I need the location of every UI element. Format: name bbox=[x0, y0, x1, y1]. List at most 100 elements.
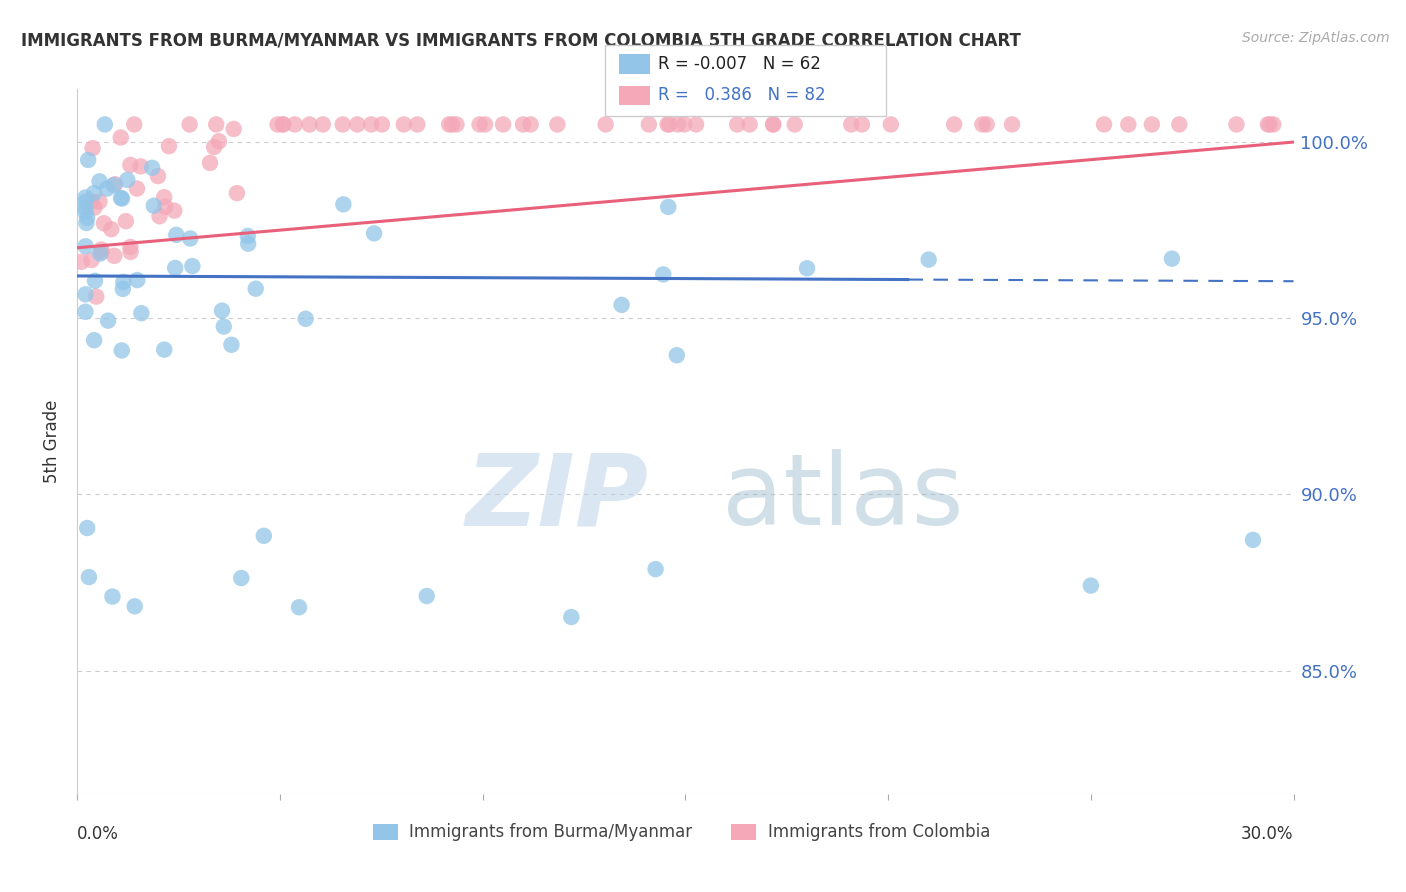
Point bbox=[75, 216, 97, 230]
Point bbox=[943, 117, 966, 131]
Point bbox=[638, 117, 661, 131]
Point bbox=[976, 117, 998, 131]
Point bbox=[1080, 578, 1102, 592]
Point bbox=[76, 211, 98, 225]
Point bbox=[89, 246, 111, 260]
Point bbox=[610, 298, 633, 312]
Point bbox=[179, 117, 201, 131]
Point bbox=[595, 117, 617, 131]
Point bbox=[666, 117, 689, 131]
Point bbox=[80, 253, 103, 268]
Point bbox=[125, 181, 148, 195]
Text: ZIP: ZIP bbox=[465, 450, 650, 547]
Point bbox=[371, 117, 394, 131]
Point bbox=[332, 117, 354, 131]
Point bbox=[294, 311, 316, 326]
Point bbox=[96, 182, 118, 196]
Y-axis label: 5th Grade: 5th Grade bbox=[44, 400, 62, 483]
Point bbox=[155, 200, 177, 214]
Point bbox=[1001, 117, 1024, 131]
Point bbox=[77, 570, 100, 584]
Point bbox=[202, 140, 225, 154]
Point bbox=[1263, 117, 1285, 131]
Point bbox=[284, 117, 307, 131]
Point bbox=[245, 282, 267, 296]
Point bbox=[75, 201, 97, 215]
Point bbox=[120, 244, 142, 259]
Point bbox=[75, 190, 97, 204]
Point bbox=[146, 169, 169, 183]
Text: Source: ZipAtlas.com: Source: ZipAtlas.com bbox=[1241, 31, 1389, 45]
Point bbox=[288, 600, 311, 615]
Text: R =   0.386   N = 82: R = 0.386 N = 82 bbox=[658, 87, 825, 104]
Point bbox=[101, 590, 124, 604]
Point bbox=[163, 203, 186, 218]
Point bbox=[75, 287, 97, 301]
Point bbox=[298, 117, 321, 131]
Point bbox=[1161, 252, 1184, 266]
Point bbox=[266, 117, 288, 131]
Point bbox=[117, 173, 139, 187]
Point bbox=[165, 260, 187, 275]
Point bbox=[312, 117, 335, 131]
Point bbox=[546, 117, 568, 131]
Point bbox=[111, 282, 134, 296]
Point bbox=[142, 199, 165, 213]
Point bbox=[468, 117, 491, 131]
Point bbox=[363, 227, 385, 241]
Point bbox=[165, 227, 187, 242]
Point bbox=[120, 240, 142, 254]
Point bbox=[75, 239, 97, 253]
Point bbox=[416, 589, 439, 603]
Point bbox=[851, 117, 873, 131]
Point bbox=[198, 156, 221, 170]
Point bbox=[1168, 117, 1191, 131]
Point bbox=[231, 571, 253, 585]
Point bbox=[111, 343, 134, 358]
Point bbox=[918, 252, 941, 267]
Point bbox=[104, 178, 127, 192]
Point bbox=[110, 130, 132, 145]
Point bbox=[685, 117, 707, 131]
Point bbox=[131, 306, 153, 320]
Point bbox=[332, 197, 354, 211]
Point bbox=[157, 139, 180, 153]
Text: Immigrants from Colombia: Immigrants from Colombia bbox=[768, 823, 990, 841]
Point bbox=[657, 117, 679, 131]
Point bbox=[120, 158, 142, 172]
Text: IMMIGRANTS FROM BURMA/MYANMAR VS IMMIGRANTS FROM COLOMBIA 5TH GRADE CORRELATION : IMMIGRANTS FROM BURMA/MYANMAR VS IMMIGRA… bbox=[21, 31, 1021, 49]
Point bbox=[437, 117, 460, 131]
Point bbox=[90, 243, 112, 257]
Point bbox=[360, 117, 382, 131]
Point bbox=[519, 117, 541, 131]
Point bbox=[111, 192, 134, 206]
Point bbox=[880, 117, 903, 131]
Point bbox=[181, 259, 204, 273]
Point bbox=[83, 201, 105, 215]
Point bbox=[762, 117, 785, 131]
Point bbox=[446, 117, 468, 131]
Point bbox=[406, 117, 429, 131]
Point bbox=[148, 209, 170, 223]
Point bbox=[89, 194, 111, 209]
Point bbox=[512, 117, 534, 131]
Point bbox=[115, 214, 138, 228]
Point bbox=[725, 117, 748, 131]
Point bbox=[112, 275, 135, 289]
Text: atlas: atlas bbox=[721, 450, 963, 547]
Point bbox=[84, 290, 107, 304]
Point bbox=[212, 319, 235, 334]
Point bbox=[346, 117, 368, 131]
Point bbox=[77, 153, 100, 167]
Point bbox=[221, 338, 243, 352]
Point bbox=[153, 343, 176, 357]
Point bbox=[82, 141, 104, 155]
Point bbox=[253, 529, 276, 543]
Point bbox=[236, 236, 259, 251]
Point bbox=[83, 333, 105, 347]
Point bbox=[738, 117, 761, 131]
Point bbox=[226, 186, 249, 201]
Point bbox=[76, 521, 98, 535]
Point bbox=[1225, 117, 1247, 131]
Point bbox=[103, 178, 125, 192]
